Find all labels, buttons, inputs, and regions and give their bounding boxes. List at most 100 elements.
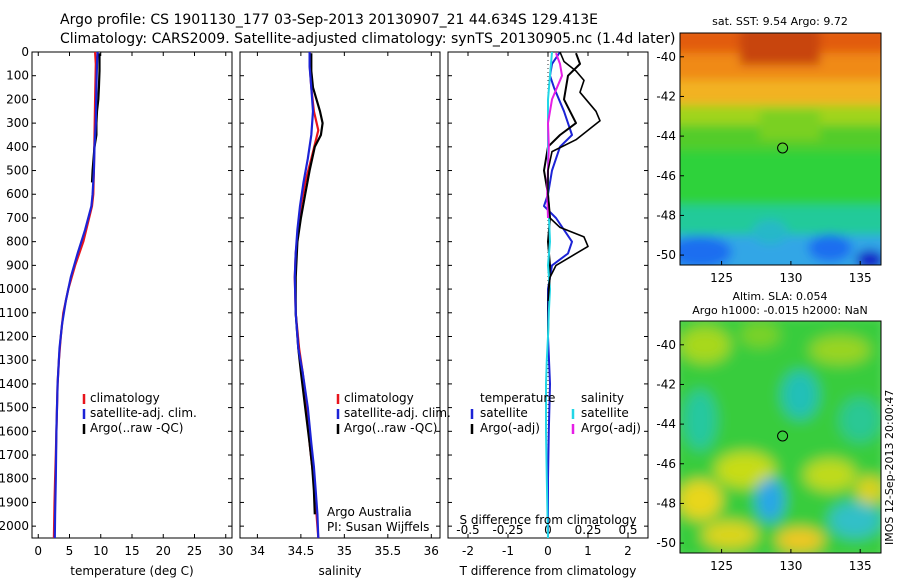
sla-map-subtitle: Argo h1000: -0.015 h2000: NaN — [692, 304, 868, 317]
depth-tick-label: 400 — [6, 140, 29, 154]
depth-axis: 0 100 200 300 400 500 600 700 800 900 1000 1100 1200… — [0, 45, 232, 533]
x-tick-label: 35 — [337, 544, 352, 558]
series-line-temperature-argo-adj- — [543, 52, 581, 337]
difference-panel: -2 -1 0 1 2 -0.5 -0.25 0 0.25 0.5 temperaturesat… — [447, 51, 649, 578]
depth-tick-label: 200 — [6, 92, 29, 106]
x-tick-label: -1 — [502, 544, 514, 558]
depth-tick-label: 1900 — [0, 495, 29, 509]
legend-entry: climatology — [344, 391, 414, 405]
legend-entry: satellite — [581, 406, 629, 420]
map-y-tick-label: -44 — [656, 129, 676, 143]
sla-map-axes: 125 130 135 -40 -42 -44 -46 -48 -50 — [656, 338, 871, 573]
difference-legend: temperaturesatelliteArgo(-adj)salinitysa… — [470, 391, 641, 435]
legend-entry: satellite — [480, 406, 528, 420]
salinity-annotation-line1: Argo Australia — [327, 505, 412, 519]
temperature-xlabel: temperature (deg C) — [70, 564, 193, 578]
legend-entry: climatology — [90, 391, 160, 405]
sla-map-image — [680, 321, 881, 553]
series-line-argo-reference — [547, 51, 601, 301]
depth-tick-label: 300 — [6, 116, 29, 130]
map-y-tick-label: -46 — [656, 457, 676, 471]
sla-map-frame — [679, 320, 882, 554]
depth-tick-label: 500 — [6, 164, 29, 178]
salinity-series — [293, 52, 324, 539]
difference-series — [543, 51, 601, 539]
x-tick-label: 30 — [218, 544, 233, 558]
depth-tick-label: 1300 — [0, 353, 29, 367]
temperature-panel: 0100200300400500600700800900100011001200… — [0, 45, 233, 578]
salinity-x-axis: 34 34.5 35 35.5 36 — [240, 51, 440, 558]
depth-tick-label: 1200 — [0, 329, 29, 343]
map-y-tick-label: -48 — [656, 208, 676, 222]
sla-map-title: Altim. SLA: 0.054 — [732, 290, 827, 303]
map-x-tick-label: 130 — [779, 271, 802, 285]
s-difference-tick-label: -0.25 — [492, 523, 523, 537]
s-difference-tick-label: 0.5 — [618, 523, 637, 537]
depth-tick-label: 1400 — [0, 377, 29, 391]
temperature-x-axis: 0 5 10 15 20 25 30 — [34, 52, 233, 558]
depth-tick-label: 0 — [21, 45, 29, 59]
legend-entry: Argo(-adj) — [581, 421, 641, 435]
s-difference-tick-label: 0.25 — [575, 523, 602, 537]
sst-map-title: sat. SST: 9.54 Argo: 9.72 — [712, 15, 848, 28]
salinity-panel: 34 34.5 35 35.5 36 climatologysatellite-adj.… — [239, 51, 451, 578]
series-line-climatology — [52, 51, 97, 539]
map-x-tick-label: 135 — [849, 271, 872, 285]
depth-tick-label: 1100 — [0, 306, 29, 320]
x-tick-label: 15 — [124, 544, 139, 558]
t-difference-xlabel: T difference from climatology — [459, 564, 637, 578]
salinity-annotation-line2: PI: Susan Wijffels — [327, 520, 429, 534]
x-tick-label: 1 — [584, 544, 592, 558]
legend-entry: Argo(-adj) — [480, 421, 540, 435]
t-difference-x-axis: -2 -1 0 1 2 — [448, 51, 648, 558]
sst-map-frame — [679, 32, 882, 266]
x-tick-label: 25 — [187, 544, 202, 558]
map-x-tick-label: 135 — [849, 559, 872, 573]
salinity-axes-frame — [239, 51, 441, 539]
x-tick-label: 10 — [93, 544, 108, 558]
legend-entry: satellite-adj. clim. — [344, 406, 451, 420]
map-y-tick-label: -42 — [656, 89, 676, 103]
x-tick-label: 5 — [66, 544, 74, 558]
map-y-tick-label: -50 — [656, 536, 676, 550]
depth-tick-label: 1000 — [0, 282, 29, 296]
x-tick-label: 34.5 — [288, 544, 315, 558]
figure-title-line2: Climatology: CARS2009. Satellite-adjuste… — [60, 31, 675, 47]
imos-timestamp-label: IMOS 12-Sep-2013 20:00:47 — [883, 390, 896, 545]
map-x-tick-label: 125 — [710, 271, 733, 285]
x-tick-label: 35.5 — [374, 544, 401, 558]
map-y-tick-label: -44 — [656, 417, 676, 431]
figure-title-line1: Argo profile: CS 1901130_177 03-Sep-2013… — [60, 12, 598, 28]
series-line-satellite-adj-clim- — [53, 51, 99, 539]
depth-tick-label: 1700 — [0, 448, 29, 462]
x-tick-label: 2 — [624, 544, 632, 558]
x-tick-label: -2 — [462, 544, 474, 558]
map-y-tick-label: -40 — [656, 50, 676, 64]
depth-tick-label: 1500 — [0, 401, 29, 415]
sst-map-image — [680, 33, 881, 265]
legend-entry: Argo(..raw -QC) — [90, 421, 183, 435]
argo-float-marker-sla — [777, 430, 789, 442]
temperature-series — [52, 51, 101, 539]
map-x-tick-label: 125 — [710, 559, 733, 573]
depth-tick-label: 100 — [6, 69, 29, 83]
legend-group-title: salinity — [581, 391, 624, 405]
depth-tick-label: 600 — [6, 187, 29, 201]
sst-map-panel: sat. SST: 9.54 Argo: 9.72 125 130 135 -40 -4… — [656, 15, 882, 285]
s-difference-tick-label: -0.5 — [456, 523, 479, 537]
x-tick-label: 0 — [544, 544, 552, 558]
x-tick-label: 20 — [156, 544, 171, 558]
legend-group-title: temperature — [480, 391, 555, 405]
map-y-tick-label: -42 — [656, 377, 676, 391]
salinity-xlabel: salinity — [318, 564, 361, 578]
sst-map-axes: 125 130 135 -40 -42 -44 -46 -48 -50 — [656, 50, 871, 285]
depth-tick-label: 2000 — [0, 519, 29, 533]
s-difference-label: S difference from climatology — [460, 513, 637, 527]
depth-tick-label: 1600 — [0, 424, 29, 438]
argo-float-marker-sst — [777, 142, 789, 154]
x-tick-label: 36 — [424, 544, 439, 558]
map-y-tick-label: -48 — [656, 496, 676, 510]
